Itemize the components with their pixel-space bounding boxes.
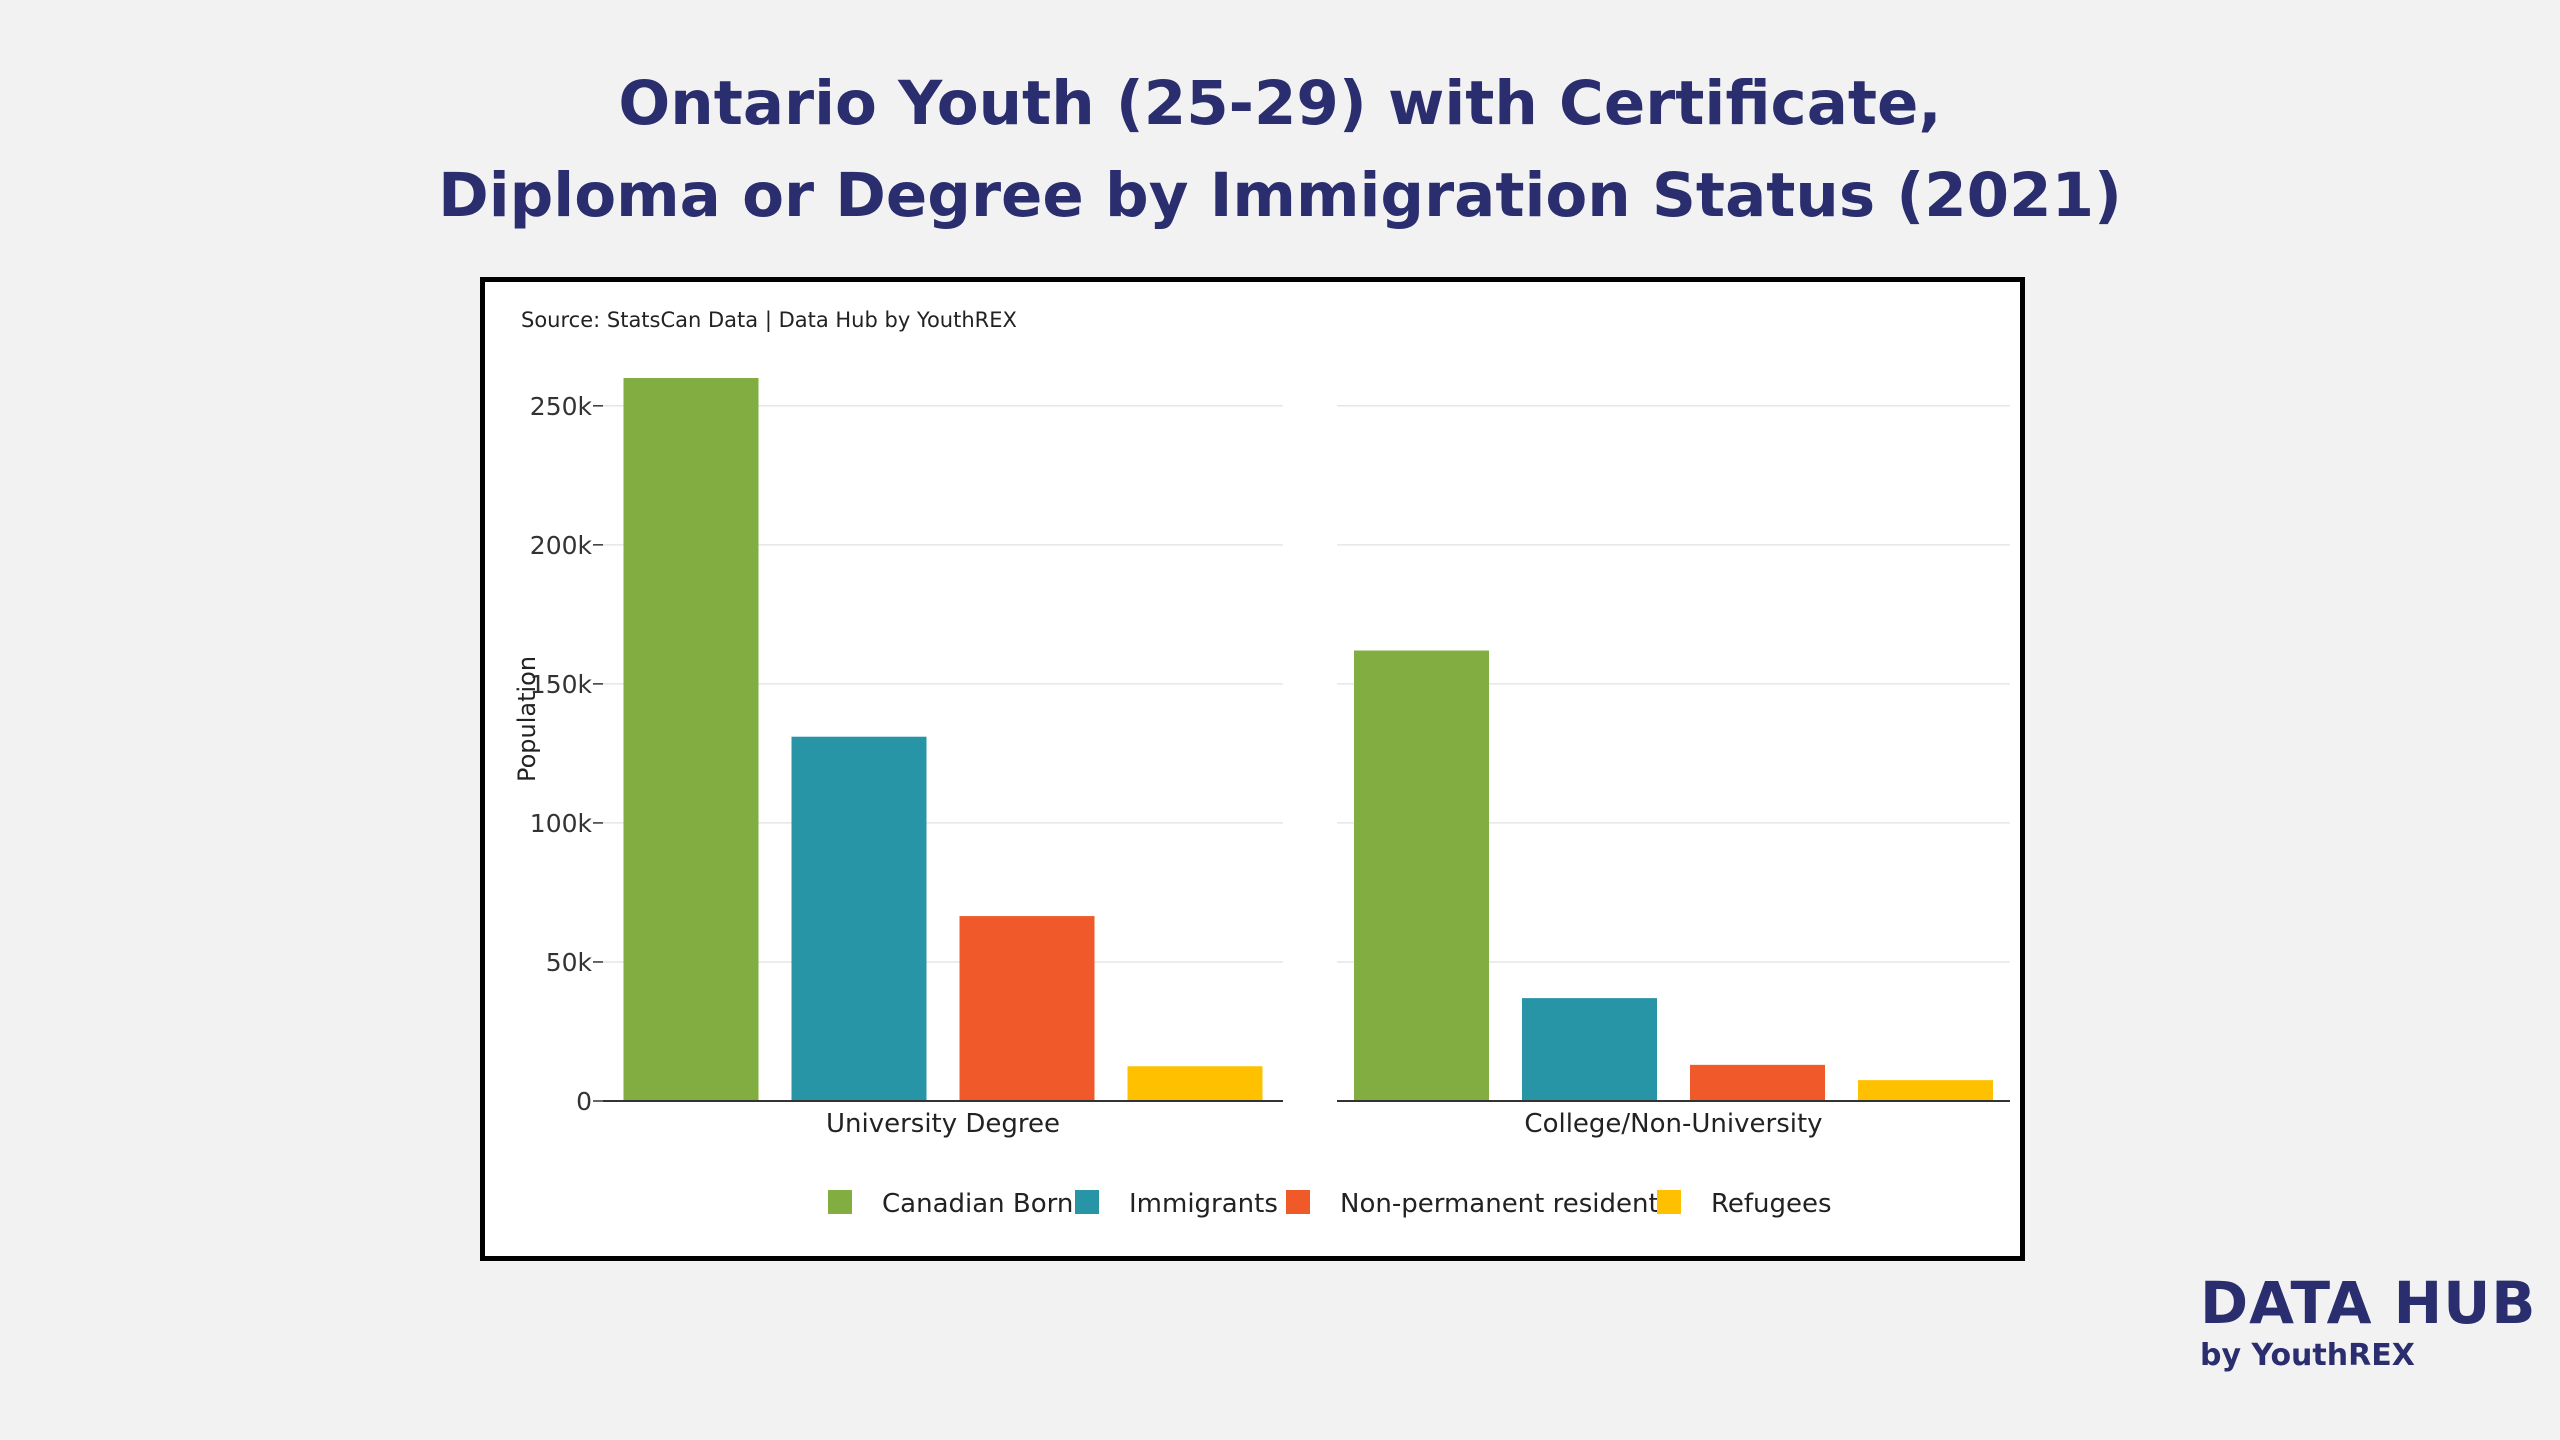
legend-swatch — [1075, 1190, 1099, 1214]
logo-main-text: DATA HUB — [2200, 1269, 2537, 1337]
legend-swatch — [828, 1190, 852, 1214]
source-note: Source: StatsCan Data | Data Hub by Yout… — [521, 308, 1017, 333]
chart-title-line-1: Ontario Youth (25-29) with Certificate, — [618, 68, 1942, 139]
y-tick-label: 150k — [530, 670, 593, 699]
y-tick-label: 200k — [530, 531, 593, 560]
chart-frame: Source: StatsCan Data | Data Hub by Yout… — [480, 277, 2025, 1261]
y-tick-label: 50k — [546, 948, 593, 977]
bar — [1690, 1064, 1825, 1101]
data-hub-logo: DATA HUB by YouthREX — [2200, 1270, 2537, 1376]
y-tick-label: 250k — [530, 392, 593, 421]
logo-sub-text: by YouthREX — [2200, 1338, 2415, 1373]
legend-swatch — [1657, 1190, 1681, 1214]
legend-label: Immigrants — [1129, 1189, 1278, 1219]
bar — [791, 736, 927, 1101]
legend-label: Canadian Born — [882, 1189, 1073, 1219]
legend-swatch — [1286, 1190, 1310, 1214]
x-category-label: University Degree — [826, 1109, 1060, 1139]
chart-title-line-2: Diploma or Degree by Immigration Status … — [438, 160, 2122, 231]
y-axis-label: Population — [513, 656, 541, 782]
legend-label: Non-permanent residents — [1340, 1189, 1672, 1219]
bar — [1127, 1066, 1263, 1101]
bar — [1522, 998, 1657, 1101]
bar — [1858, 1080, 1993, 1101]
y-tick-label: 0 — [576, 1087, 592, 1116]
chart-title: Ontario Youth (25-29) with Certificate, … — [0, 58, 2560, 242]
bar — [1354, 650, 1489, 1101]
bar — [959, 916, 1095, 1101]
bar-chart: Source: StatsCan Data | Data Hub by Yout… — [513, 308, 2010, 1219]
bar — [623, 378, 759, 1101]
y-tick-label: 100k — [530, 809, 593, 838]
x-category-label: College/Non-University — [1524, 1109, 1822, 1139]
legend-label: Refugees — [1711, 1189, 1832, 1219]
